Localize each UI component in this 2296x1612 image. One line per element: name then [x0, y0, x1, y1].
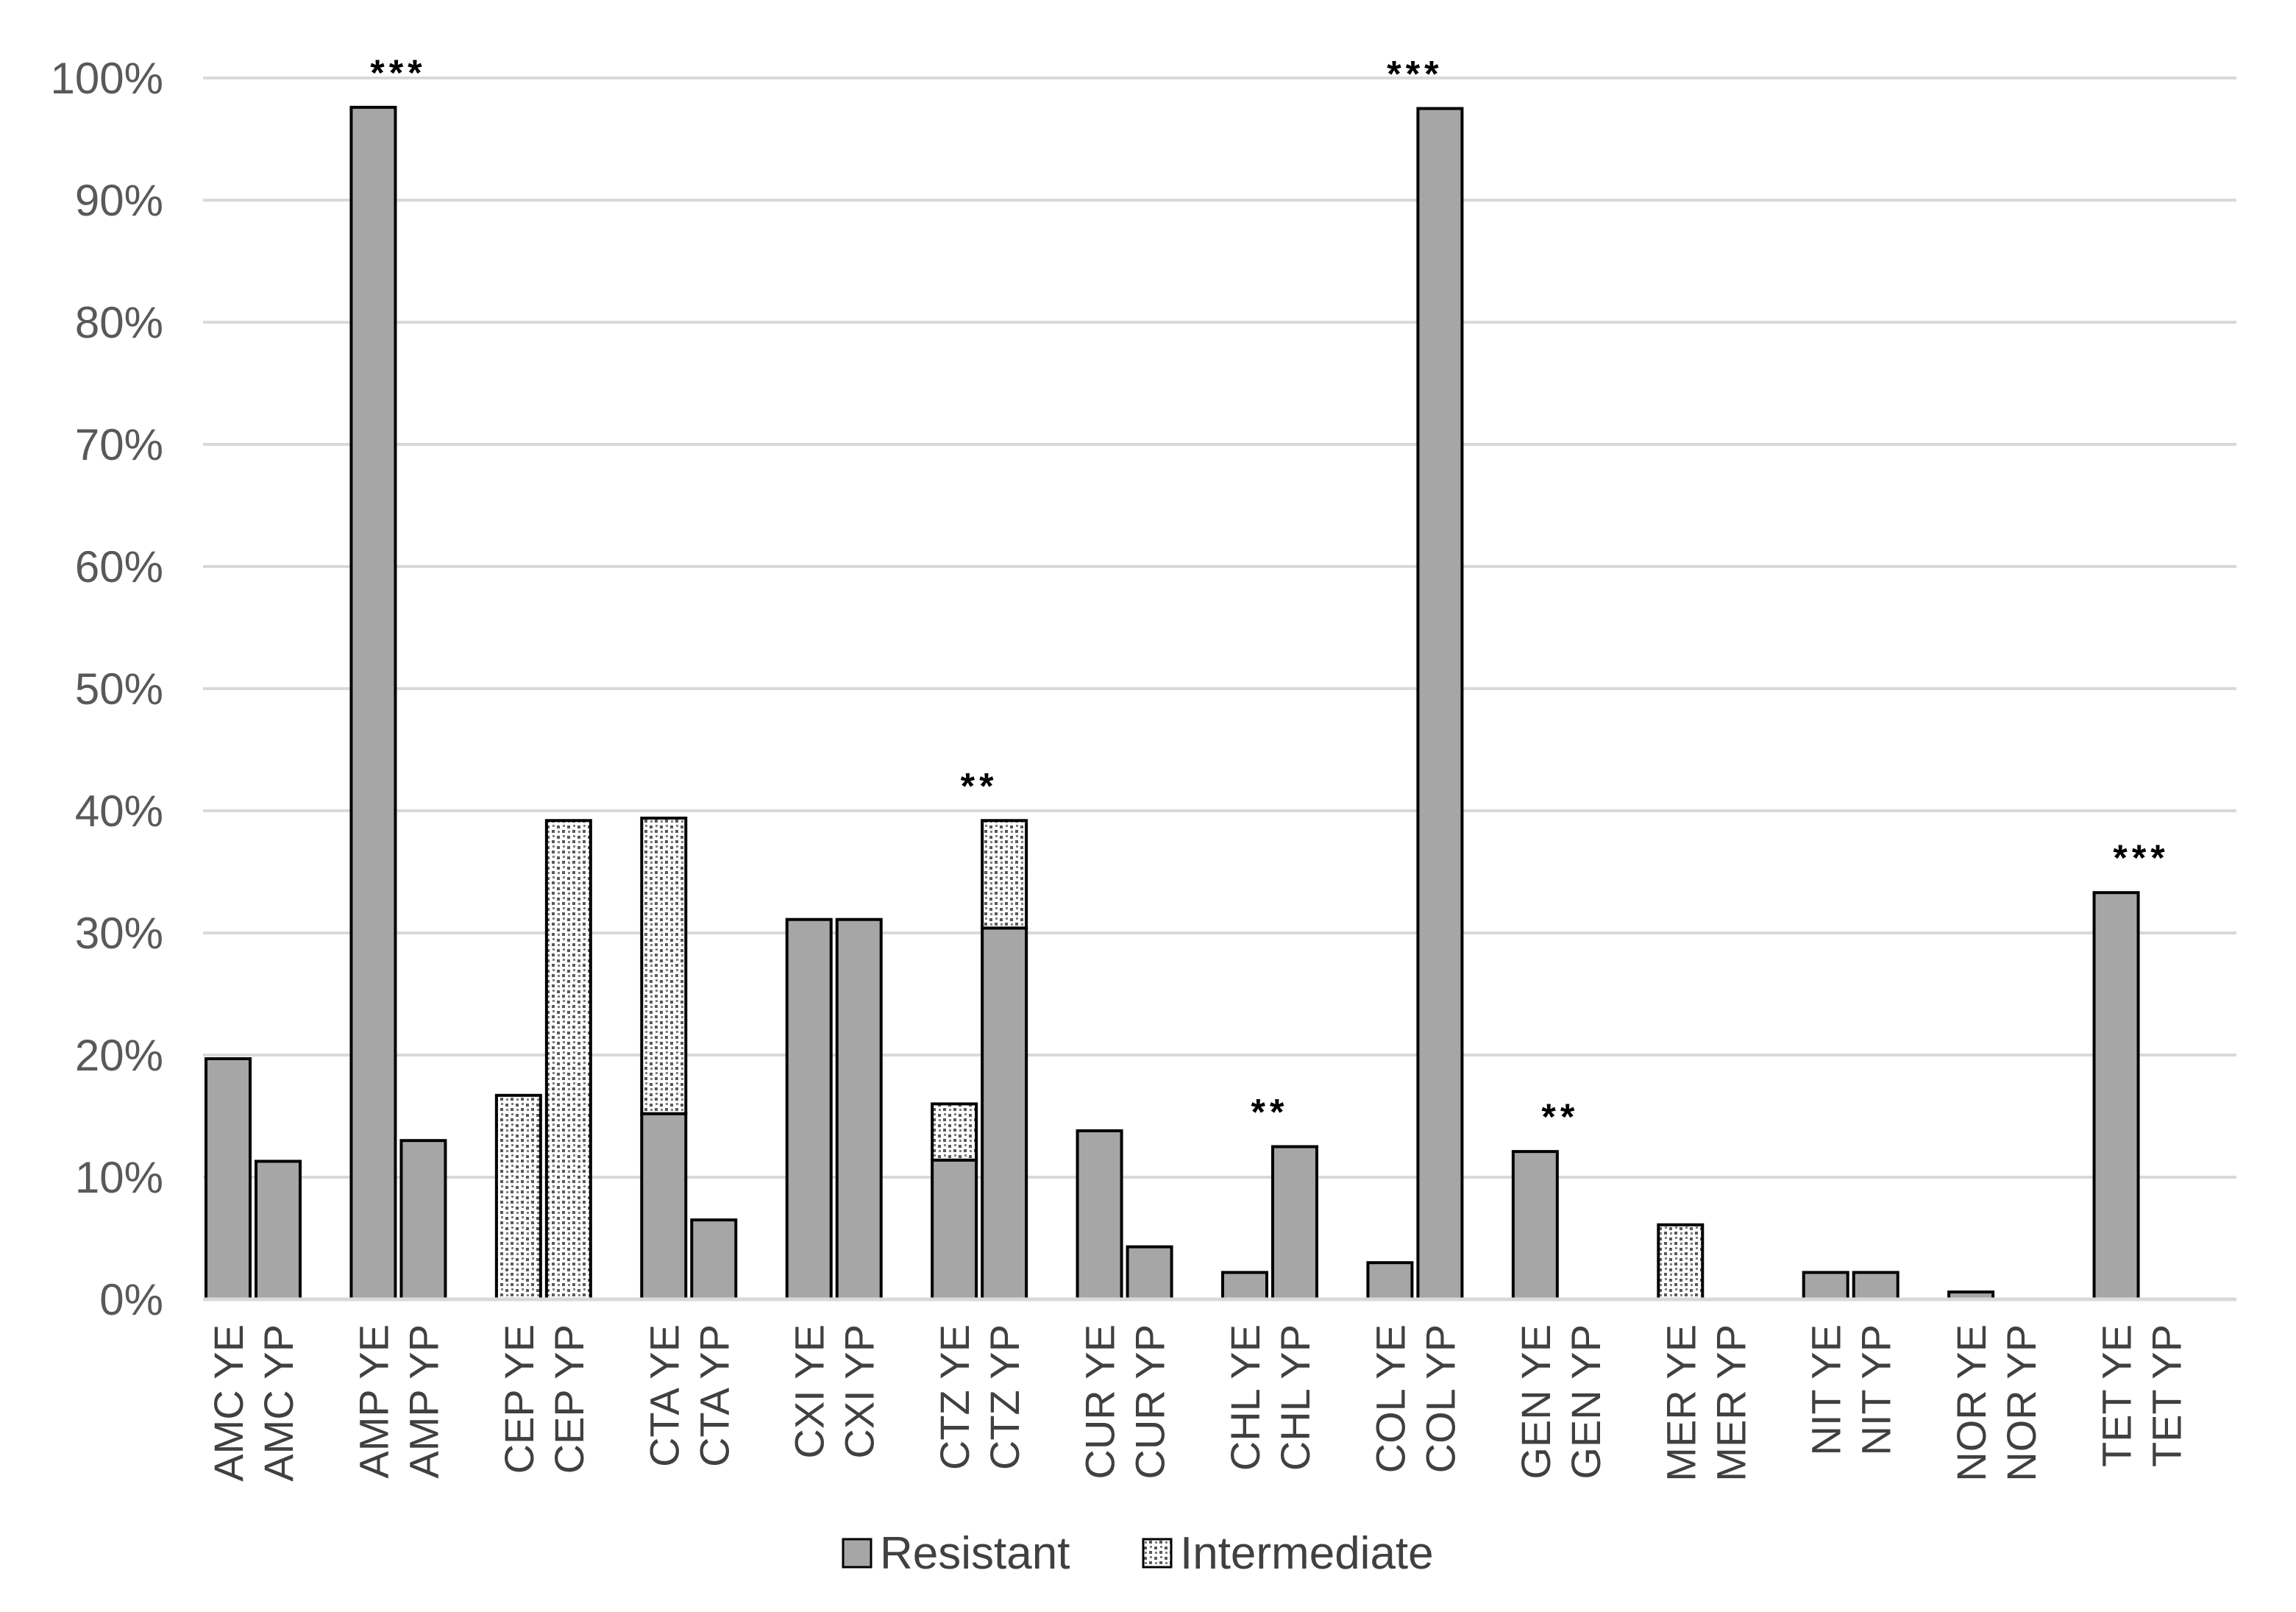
- significance-marker: ***: [1387, 54, 1443, 95]
- bar-resistant-nit-ye: [1802, 1271, 1849, 1301]
- bar-resistant-amp-yp: [399, 1139, 447, 1301]
- gridlines: [203, 77, 2236, 1179]
- y-tick-label: 90%: [75, 176, 163, 225]
- significance-marker: ***: [2113, 837, 2169, 878]
- y-tick-label: 100%: [51, 54, 163, 103]
- x-category-label: TET YE: [2094, 1324, 2140, 1467]
- bar-resistant-ctz-yp: [981, 926, 1028, 1301]
- x-category-label: CTZ YP: [981, 1324, 1028, 1470]
- x-category-label: MER YP: [1707, 1324, 1754, 1482]
- x-category-label: CUR YE: [1077, 1324, 1123, 1480]
- y-tick-label: 50%: [75, 664, 163, 714]
- significance-markers: ***************: [370, 52, 2169, 1137]
- bar-resistant-amc-ye: [205, 1057, 252, 1301]
- bar-intermediate-cep-yp: [544, 819, 592, 1301]
- bar-resistant-amc-yp: [255, 1160, 302, 1302]
- x-category-label: AMC YP: [255, 1324, 302, 1482]
- y-tick-label: 0%: [99, 1275, 163, 1324]
- legend-label-resistant: Resistant: [880, 1528, 1070, 1579]
- bar-resistant-tet-ye: [2092, 891, 2140, 1301]
- x-category-label: CHL YE: [1222, 1324, 1268, 1471]
- bar-resistant-cur-yp: [1126, 1245, 1173, 1301]
- significance-marker: **: [1251, 1092, 1289, 1133]
- x-category-label: TET YP: [2144, 1324, 2190, 1467]
- bar-resistant-col-ye: [1366, 1261, 1414, 1301]
- bar-resistant-cta-ye: [640, 1112, 688, 1302]
- bar-resistant-nit-yp: [1852, 1271, 1899, 1301]
- x-category-label: CXI YE: [786, 1324, 833, 1459]
- bar-resistant-col-yp: [1416, 107, 1464, 1301]
- x-category-label: GEN YP: [1563, 1324, 1609, 1480]
- x-axis-category-labels: AMC YE AMC YP AMP YE AMP YP CEP YE CEP YP CTA …: [205, 1324, 2190, 1482]
- significance-marker: ***: [370, 52, 426, 93]
- x-category-label: CTZ YE: [931, 1324, 978, 1470]
- x-category-label: NOR YE: [1948, 1324, 1994, 1482]
- x-category-label: CTA YP: [691, 1324, 737, 1467]
- bar-resistant-amp-ye: [349, 105, 397, 1302]
- x-category-label: NIT YE: [1803, 1324, 1849, 1455]
- bar-resistant-gen-ye: [1511, 1150, 1559, 1302]
- y-tick-label: 10%: [75, 1153, 163, 1202]
- y-tick-label: 20%: [75, 1031, 163, 1080]
- x-category-label: AMP YE: [350, 1324, 397, 1479]
- significance-marker: **: [1541, 1096, 1579, 1137]
- x-category-label: AMP YP: [400, 1324, 447, 1479]
- bar-intermediate-ctz-ye: [931, 1102, 978, 1162]
- bars: [205, 105, 2140, 1302]
- x-category-label: CEP YE: [496, 1324, 542, 1474]
- bar-intermediate-cep-ye: [494, 1093, 542, 1302]
- y-tick-label: 60%: [75, 542, 163, 592]
- x-category-label: COL YE: [1367, 1324, 1413, 1473]
- x-category-label: AMC YE: [205, 1324, 252, 1482]
- bar-resistant-cxi-ye: [785, 917, 833, 1301]
- y-tick-label: 30%: [75, 909, 163, 958]
- x-category-label: NOR YP: [1998, 1324, 2044, 1482]
- bar-resistant-cta-yp: [690, 1218, 738, 1301]
- x-category-label: CEP YP: [546, 1324, 592, 1474]
- legend-label-intermediate: Intermediate: [1180, 1528, 1434, 1579]
- x-category-label: MER YE: [1657, 1324, 1704, 1482]
- y-axis-tick-labels: 0% 10% 20% 30% 40% 50% 60% 70% 80% 90% 100%: [51, 54, 163, 1324]
- y-tick-label: 70%: [75, 420, 163, 469]
- bar-resistant-cxi-yp: [835, 917, 883, 1301]
- bar-resistant-chl-ye: [1221, 1271, 1268, 1301]
- y-tick-label: 40%: [75, 787, 163, 836]
- x-category-label: NIT YP: [1853, 1324, 1899, 1455]
- y-tick-label: 80%: [75, 298, 163, 347]
- significance-marker: **: [961, 765, 998, 806]
- x-category-label: CXI YP: [836, 1324, 883, 1459]
- legend-swatch-intermediate: [1142, 1538, 1173, 1569]
- x-category-label: GEN YE: [1513, 1324, 1559, 1480]
- x-category-label: CUR YP: [1127, 1324, 1173, 1480]
- bar-intermediate-cta-ye: [640, 816, 688, 1115]
- x-category-label: COL YP: [1417, 1324, 1463, 1473]
- legend: Resistant Intermediate: [842, 1528, 1434, 1579]
- bar-resistant-cur-ye: [1076, 1129, 1123, 1302]
- legend-swatch-resistant: [842, 1538, 872, 1569]
- bar-resistant-chl-yp: [1271, 1145, 1318, 1301]
- bar-intermediate-mer-ye: [1657, 1223, 1705, 1301]
- bar-intermediate-ctz-yp: [981, 819, 1028, 930]
- x-category-label: CTA YE: [641, 1324, 687, 1467]
- x-category-label: CHL YP: [1272, 1324, 1318, 1471]
- bar-resistant-ctz-ye: [931, 1158, 978, 1302]
